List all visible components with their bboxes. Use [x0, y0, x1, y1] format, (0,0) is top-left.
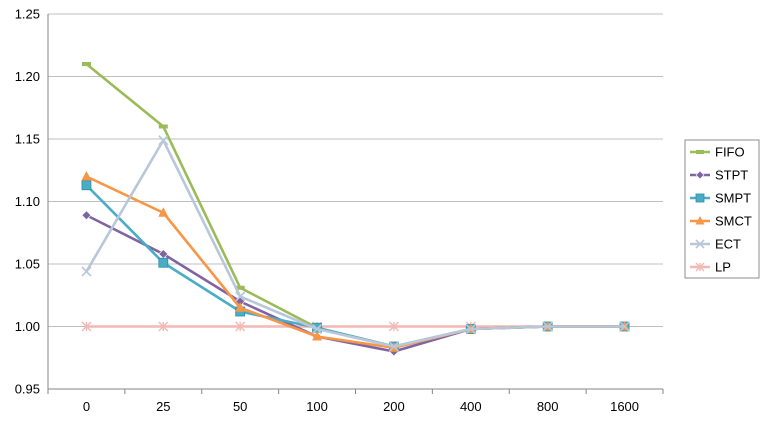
axes: 0.95 1.00 1.05 1.10 1.15 1.20 1.25 0 25 50 100 200 4…	[15, 7, 664, 414]
data-point-ect	[158, 135, 169, 146]
legend-item-smct: SMCT	[690, 214, 752, 229]
data-point-ect	[542, 321, 553, 332]
legend-label: FIFO	[715, 145, 745, 160]
marker-x-stroke	[542, 321, 553, 332]
x-tick-label: 1600	[610, 399, 639, 414]
legend: FIFO STPT SMPT SMCT ECT LP	[684, 139, 760, 279]
x-tick-label: 25	[156, 399, 170, 414]
data-point-smct	[81, 171, 92, 181]
marker-x-stroke	[235, 291, 246, 302]
data-point-lp	[388, 321, 399, 332]
data-point-fifo	[235, 285, 245, 290]
legend-item-smpt: SMPT	[690, 191, 751, 206]
legend-item-fifo: FIFO	[690, 145, 745, 160]
data-point-ect	[235, 291, 246, 302]
data-point-ect	[388, 341, 400, 352]
legend-label: SMCT	[715, 214, 752, 229]
series-line-ect	[85, 138, 625, 348]
data-point-lp	[81, 321, 92, 332]
x-tick-label: 0	[83, 399, 90, 414]
data-point-fifo	[158, 124, 168, 129]
series-line-fifo	[85, 62, 625, 348]
series-lines	[81, 62, 630, 357]
y-tick-label: 1.15	[15, 132, 40, 147]
y-tick-label: 1.25	[15, 7, 40, 22]
x-tick-label: 200	[383, 399, 405, 414]
marker-dash	[235, 285, 245, 290]
marker-triangle	[235, 302, 246, 312]
data-point-ect	[619, 321, 630, 332]
legend-box	[684, 139, 760, 279]
legend-label: LP	[715, 260, 731, 275]
marker-square	[695, 193, 705, 203]
legend-swatch-marker	[695, 239, 705, 249]
marker-x-stroke	[388, 341, 400, 352]
data-point-smpt	[81, 180, 92, 191]
data-point-smct	[312, 331, 323, 341]
x-tick-label: 100	[306, 399, 328, 414]
y-tick-label: 1.00	[15, 319, 40, 334]
marker-dash	[158, 124, 168, 129]
marker-diamond	[81, 210, 92, 221]
marker-square	[81, 180, 92, 191]
legend-swatch-marker	[695, 193, 705, 203]
legend-item-ect: ECT	[690, 237, 741, 252]
x-tick-label: 50	[233, 399, 247, 414]
data-point-smct	[235, 302, 246, 312]
legend-label: ECT	[715, 237, 741, 252]
legend-swatch-marker	[695, 216, 705, 225]
marker-square	[158, 257, 169, 268]
y-tick-label: 0.95	[15, 382, 40, 397]
marker-triangle	[81, 171, 92, 181]
data-point-lp	[158, 321, 169, 332]
data-point-ect	[81, 266, 92, 277]
data-point-fifo	[81, 62, 91, 66]
y-tick-label: 1.10	[15, 194, 40, 209]
legend-item-lp: LP	[690, 260, 731, 275]
marker-diamond	[695, 170, 705, 180]
legend-swatch-marker	[696, 150, 704, 154]
y-tick-label: 1.20	[15, 69, 40, 84]
marker-dash	[696, 150, 704, 154]
marker-x-stroke	[465, 323, 476, 335]
marker-triangle	[312, 331, 323, 341]
marker-dash	[81, 62, 91, 66]
y-tick-label: 1.05	[15, 257, 40, 272]
marker-x-stroke	[158, 135, 169, 146]
data-point-stpt	[81, 210, 92, 221]
series-fifo	[81, 62, 630, 349]
marker-x-stroke	[695, 239, 705, 249]
legend-item-stpt: STPT	[690, 168, 748, 183]
legend-label: STPT	[715, 168, 748, 183]
marker-triangle	[695, 216, 705, 225]
x-tick-label: 400	[460, 399, 482, 414]
data-point-smct	[158, 207, 169, 217]
legend-swatch-marker	[695, 262, 705, 272]
marker-x-stroke	[311, 323, 323, 335]
series-ect	[81, 135, 630, 352]
legend-label: SMPT	[715, 191, 751, 206]
marker-triangle	[158, 207, 169, 217]
legend-swatch-marker	[695, 170, 705, 180]
marker-x-stroke	[81, 266, 92, 277]
data-point-lp	[235, 321, 246, 332]
marker-x-stroke	[619, 321, 630, 332]
data-point-ect	[311, 323, 323, 335]
x-tick-label: 800	[537, 399, 559, 414]
data-point-ect	[465, 323, 476, 335]
data-point-smpt	[158, 257, 169, 268]
series-stpt	[81, 210, 630, 357]
